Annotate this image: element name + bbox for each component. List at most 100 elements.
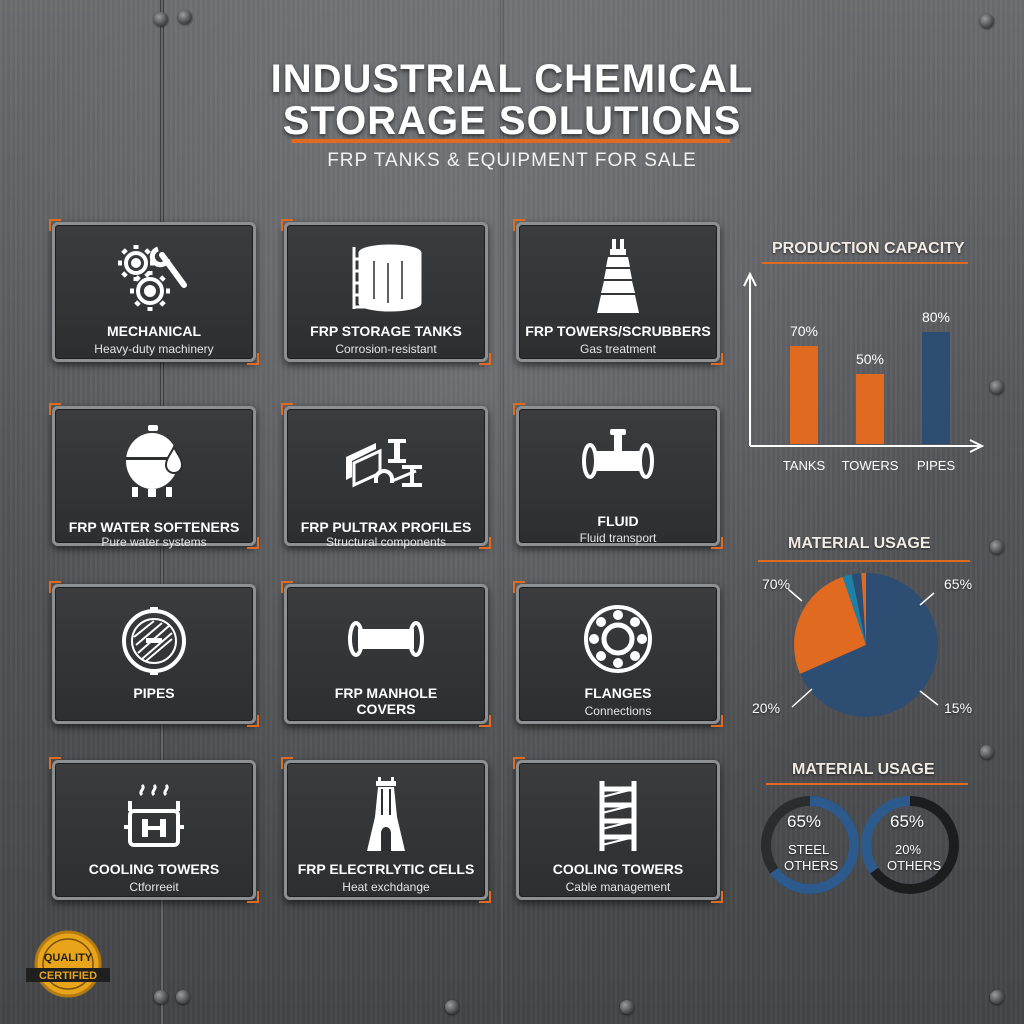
card-title: COOLING TOWERS <box>88 861 220 877</box>
pie-slice <box>861 573 866 645</box>
title-line-1: INDUSTRIAL CHEMICAL <box>270 57 754 101</box>
donut-value-label: 65% <box>890 812 925 831</box>
product-card-flanges[interactable]: FLANGES Connections <box>513 581 723 727</box>
card-title: FRP WATER SOFTENERS <box>68 519 240 535</box>
donut-arc <box>861 796 959 894</box>
product-card-fluid[interactable]: FLUID Fluid transport <box>513 403 723 549</box>
card-title: FLANGES <box>584 685 652 701</box>
title-line-2: STORAGE SOLUTIONS <box>282 99 742 143</box>
title-underline <box>292 139 730 143</box>
product-card-cooling-towers[interactable]: COOLING TOWERS Ctforreeit <box>49 757 259 903</box>
electrolytic-tower-icon <box>287 777 485 853</box>
card-title: FRP STORAGE TANKS <box>310 323 462 339</box>
pie-slice <box>794 576 866 674</box>
leader-line <box>919 592 935 606</box>
material-usage-pie <box>787 573 939 717</box>
product-card-frp-storage-tanks[interactable]: FRP STORAGE TANKS Corrosion-resistant <box>281 219 491 365</box>
pie-slice <box>800 573 938 717</box>
pie-slice <box>851 573 866 645</box>
x-axis-arrow <box>969 439 985 453</box>
bar-tanks <box>790 346 818 444</box>
rivet <box>990 540 1004 554</box>
card-description: Heat exchdange <box>342 880 430 894</box>
card-description: Pure water systems <box>101 535 207 549</box>
card-title: FRP TOWERS/SCRUBBERS <box>525 323 711 339</box>
card-title: FRP PULTRAX PROFILES <box>300 519 472 535</box>
material-usage-donuts <box>761 796 959 894</box>
material-donut-title: MATERIAL USAGE <box>792 761 935 778</box>
product-card-frp-manhole-covers[interactable]: FRP MANHOLE COVERS <box>281 581 491 727</box>
gears-wrench-icon <box>55 239 253 315</box>
card-title: FRP ELECTRLYTIC CELLS <box>297 861 475 877</box>
profiles-icon <box>287 423 485 499</box>
rivet <box>980 745 994 759</box>
card-title: FRP MANHOLE COVERS <box>287 685 485 717</box>
card-title-line-2: COVERS <box>356 701 416 717</box>
bar-value-label: 50% <box>856 351 884 367</box>
rivet <box>990 990 1004 1004</box>
pie-label: 20% <box>752 700 781 716</box>
storage-tank-icon <box>287 239 485 315</box>
bar-towers <box>856 374 884 444</box>
bar-category-label: TOWERS <box>842 458 899 473</box>
card-description: Fluid transport <box>579 531 657 545</box>
donut-value-label: 65% <box>787 812 822 831</box>
donut-line-2: OTHERS <box>887 858 942 873</box>
card-description: Heavy-duty machinery <box>94 342 214 356</box>
card-description: Corrosion-resistant <box>335 342 437 356</box>
rivet <box>176 990 190 1004</box>
material-donut-title-rule <box>766 783 968 785</box>
production-capacity-chart: 70% TANKS 50% TOWERS 80% PIPES <box>743 271 985 473</box>
panel-seam <box>500 0 504 1024</box>
pie-slice <box>842 574 866 645</box>
rivet <box>154 990 168 1004</box>
product-card-cooling-towers-cable[interactable]: COOLING TOWERS Cable management <box>513 757 723 903</box>
card-description: Structural components <box>325 535 447 549</box>
rivet <box>178 10 192 24</box>
badge-line-1: QUALITY <box>44 952 93 964</box>
material-pie-title-rule <box>758 560 970 562</box>
donut-line-1: STEEL <box>788 842 830 857</box>
page-subtitle: FRP TANKS & EQUIPMENT FOR SALE <box>327 150 697 171</box>
donut-line-2: OTHERS <box>784 858 839 873</box>
card-description: Connections <box>584 704 652 718</box>
cooling-unit-icon <box>55 777 253 853</box>
card-title-line-1: FRP MANHOLE <box>334 685 438 701</box>
card-title: MECHANICAL <box>106 323 202 339</box>
rivet <box>980 14 994 28</box>
leader-line <box>791 688 813 708</box>
pipe-fitting-icon <box>519 423 717 499</box>
donut-line-1: 20% <box>895 842 922 857</box>
rivet <box>620 1000 634 1014</box>
card-description: Ctforreeit <box>129 880 179 894</box>
cable-ladder-icon <box>519 777 717 853</box>
material-pie-title: MATERIAL USAGE <box>788 535 931 552</box>
product-card-frp-pultrax-profiles[interactable]: FRP PULTRAX PROFILES Structural componen… <box>281 403 491 549</box>
card-description: Cable management <box>565 880 671 894</box>
quality-certified-badge: QUALITY CERTIFIED <box>26 930 110 998</box>
bar-value-label: 70% <box>790 323 818 339</box>
capacity-title: PRODUCTION CAPACITY <box>772 240 965 257</box>
y-axis-arrow <box>743 271 757 287</box>
product-card-frp-towers-scrubbers[interactable]: FRP TOWERS/SCRUBBERS Gas treatment <box>513 219 723 365</box>
product-card-frp-electrolytic-cells[interactable]: FRP ELECTRLYTIC CELLS Heat exchdange <box>281 757 491 903</box>
product-card-pipes[interactable]: PIPES <box>49 581 259 727</box>
capacity-title-rule <box>762 262 968 264</box>
product-card-frp-water-softeners[interactable]: FRP WATER SOFTENERS Pure water systems <box>49 403 259 549</box>
card-title: COOLING TOWERS <box>552 861 684 877</box>
card-title: PIPES <box>133 685 175 701</box>
rivet <box>990 380 1004 394</box>
pie-label: 70% <box>762 576 791 592</box>
product-card-mechanical[interactable]: MECHANICAL Heavy-duty machinery <box>49 219 259 365</box>
leader-line <box>787 588 803 602</box>
card-title: FLUID <box>597 513 639 529</box>
page-title: INDUSTRIAL CHEMICAL STORAGE SOLUTIONS <box>0 58 1024 142</box>
bar-pipes <box>922 332 950 444</box>
tower-icon <box>519 239 717 315</box>
rivet <box>445 1000 459 1014</box>
water-softener-icon <box>55 423 253 499</box>
flange-icon <box>519 601 717 677</box>
donut-arc <box>761 796 859 894</box>
pie-label: 15% <box>944 700 973 716</box>
rivet <box>154 12 168 26</box>
